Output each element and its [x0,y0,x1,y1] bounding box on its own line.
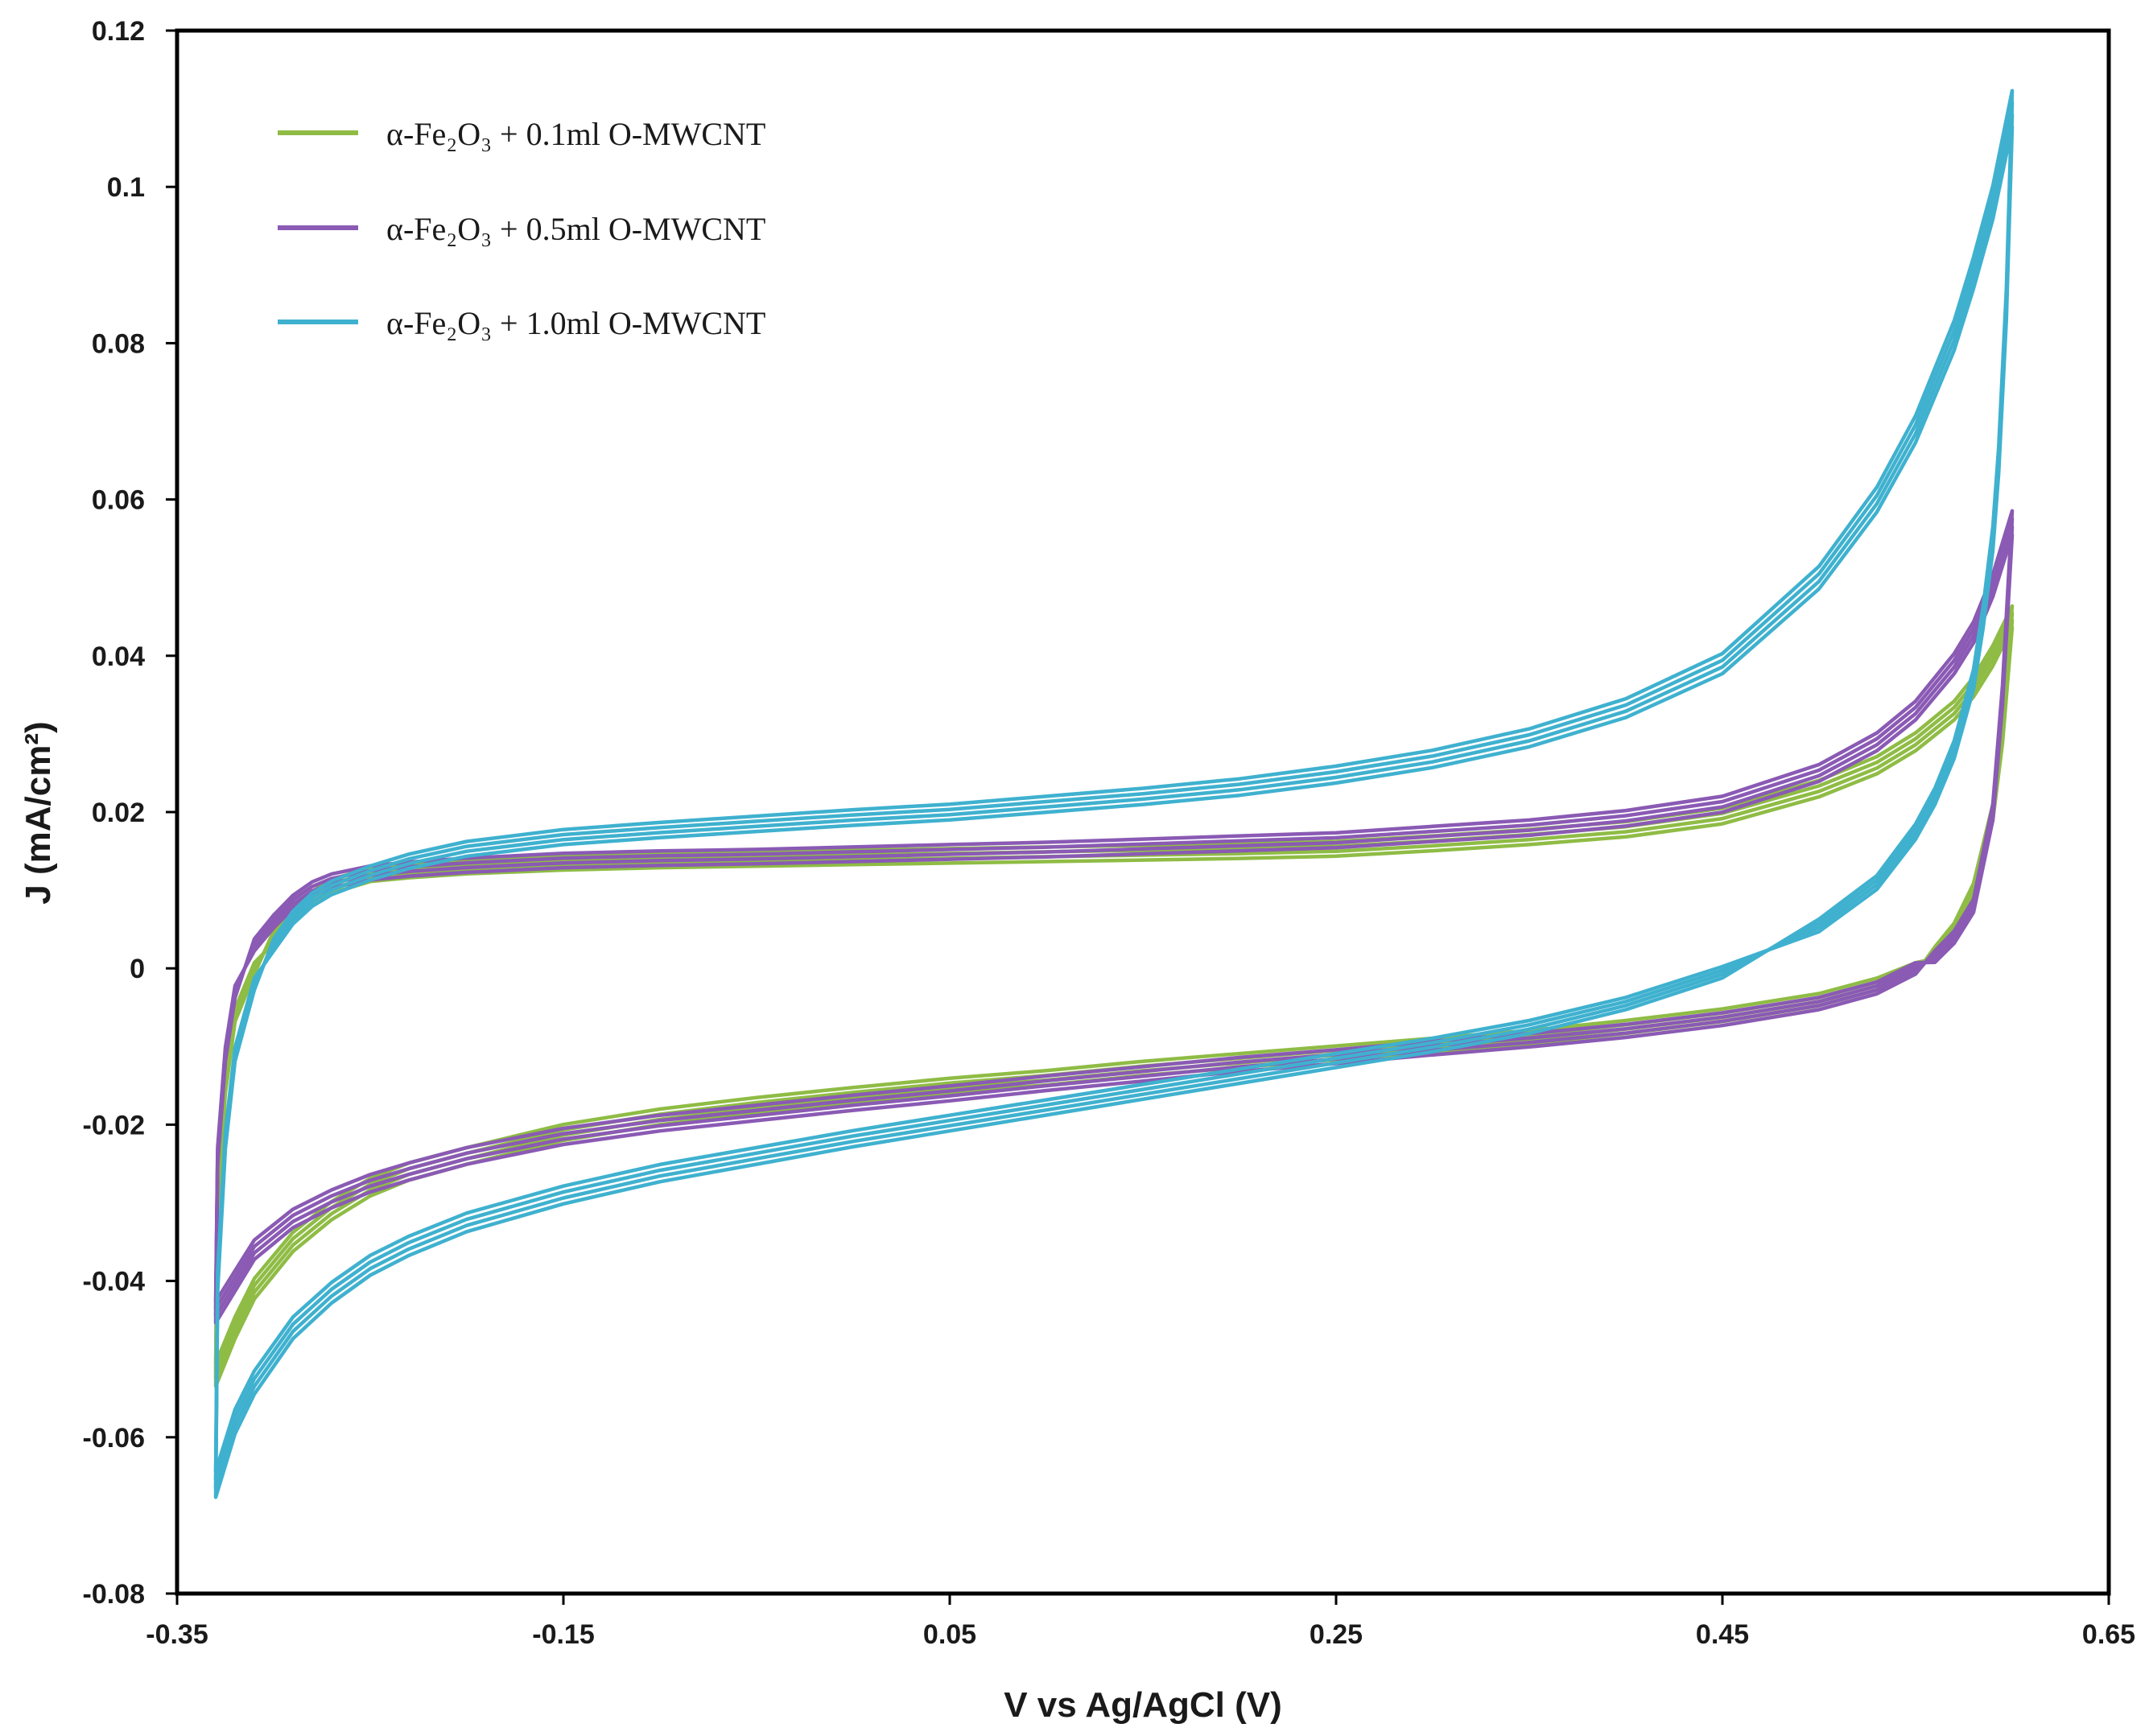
y-tick-label: 0.02 [92,798,145,828]
x-tick-label: 0.45 [1696,1619,1749,1650]
legend-label-1: α-Fe₂O₃ + 0.1ml O-MWCNT [386,116,765,152]
cv-curve-series-2-cycle-1 [213,533,2015,1304]
cv-curve-series-3-cycle-4 [213,89,2015,1499]
y-tick-label: 0 [130,954,145,984]
cv-curve-series-1-cycle-2 [213,618,2015,1373]
plot-frame [175,28,2111,1596]
cv-curve-series-1-cycle-1 [213,625,2015,1366]
y-tick-label: 0.12 [92,16,145,47]
x-tick-label: 0.05 [923,1619,976,1650]
curves-layer [213,89,2015,1499]
cv-curve-series-2-cycle-2 [213,525,2015,1311]
y-tick-label: -0.08 [83,1579,146,1610]
cv-curve-series-1-cycle-3 [213,611,2015,1381]
y-tick-label: 0.04 [92,641,145,672]
x-tick-label: -0.15 [532,1619,595,1650]
y-tick-label: -0.02 [83,1110,146,1140]
y-tick-label: 0.08 [92,328,145,359]
cv-curve-series-1-cycle-4 [213,604,2015,1388]
y-axis: -0.08 -0.06 -0.04 -0.02 0 0.02 0.04 0.06 0.08 0.1… [83,16,177,1610]
y-tick-label: -0.06 [83,1423,146,1454]
x-axis-title: V vs Ag/AgCl (V) [1004,1685,1282,1725]
y-tick-label: -0.04 [83,1267,146,1297]
x-tick-label: 0.25 [1310,1619,1363,1650]
legend: α-Fe₂O₃ + 0.1ml O-MWCNT α-Fe₂O₃ + 0.5ml O… [278,116,765,341]
legend-label-2: α-Fe₂O₃ + 0.5ml O-MWCNT [386,211,765,247]
x-tick-label: 0.65 [2082,1619,2135,1650]
y-tick-label: 0.1 [107,172,145,203]
y-tick-label: 0.06 [92,485,145,516]
legend-label-3: α-Fe₂O₃ + 1.0ml O-MWCNT [386,305,765,341]
x-tick-label: -0.35 [146,1619,208,1650]
y-axis-title: J (mA/cm²) [19,721,58,904]
cv-curve-series-2-cycle-3 [213,517,2015,1318]
cv-curve-series-2-cycle-4 [213,509,2015,1325]
x-axis: -0.35 -0.15 0.05 0.25 0.45 0.65 [146,1594,2135,1650]
